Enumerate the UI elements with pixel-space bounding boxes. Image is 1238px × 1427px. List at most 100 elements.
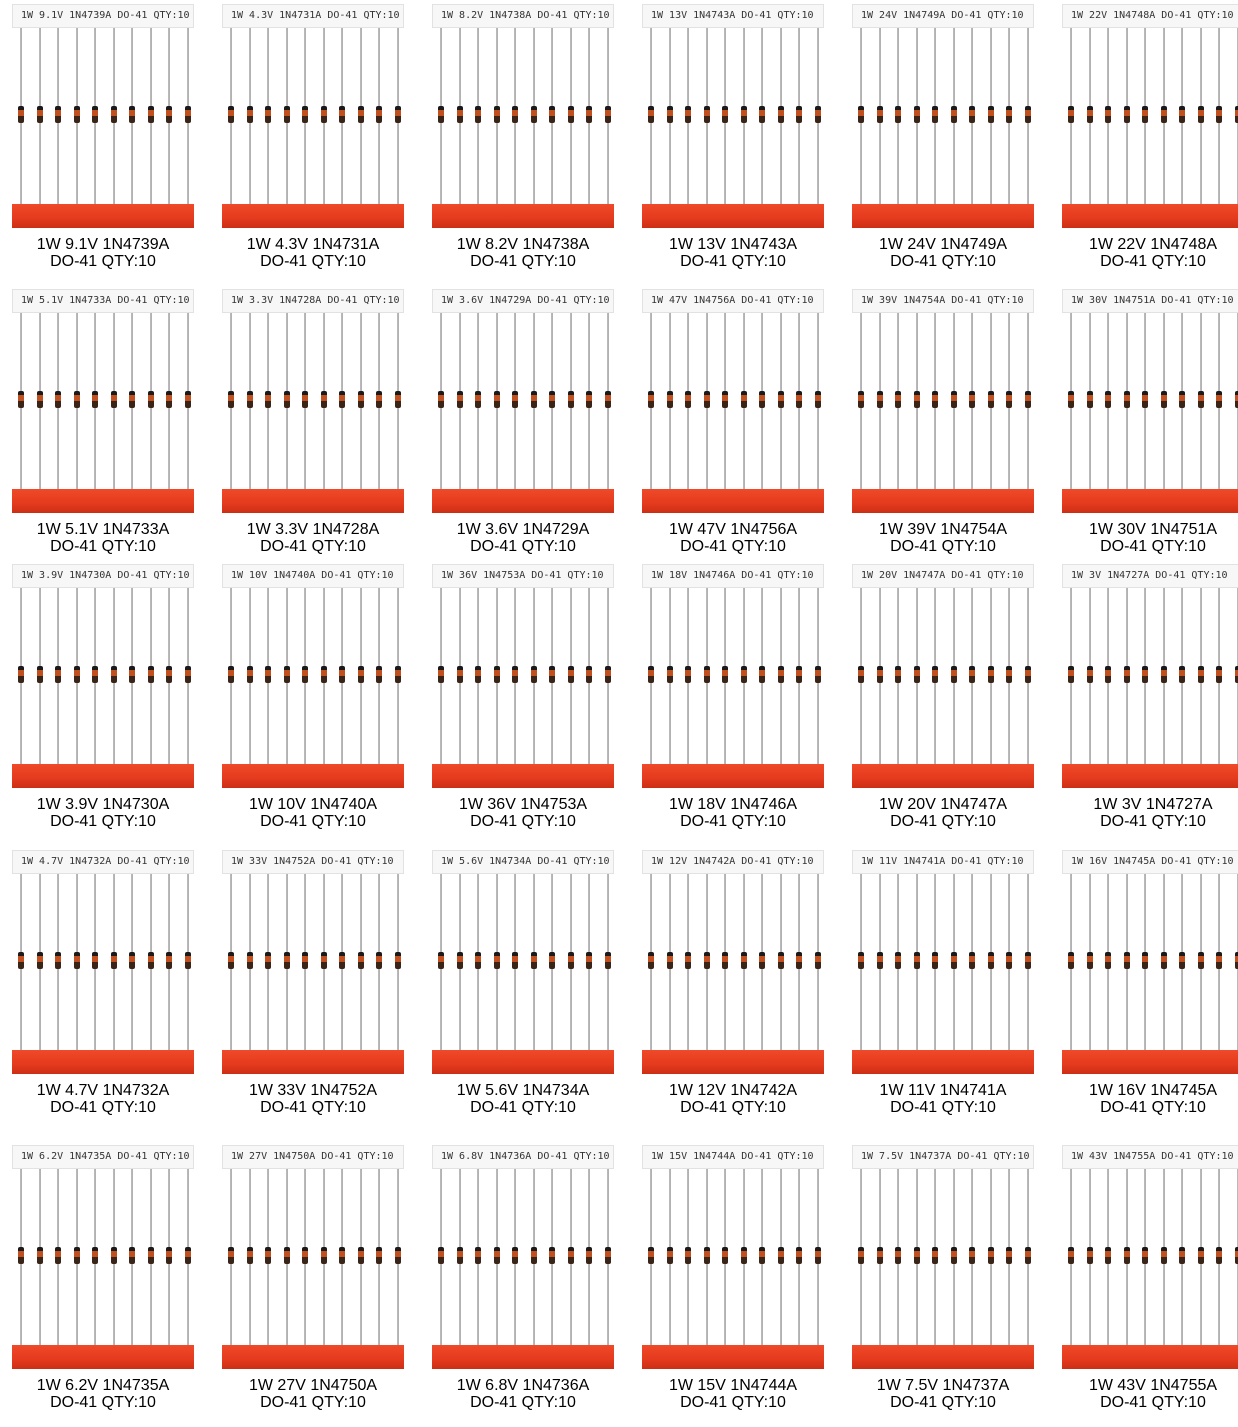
diode-body	[148, 666, 154, 683]
caption-subtitle: DO-41 QTY:10	[428, 1099, 618, 1116]
red-tape	[12, 764, 194, 788]
red-tape	[222, 1050, 404, 1074]
diode-body	[494, 1247, 500, 1264]
diode-leads	[432, 313, 614, 493]
diode-body	[376, 1247, 382, 1264]
caption-subtitle: DO-41 QTY:10	[428, 1394, 618, 1411]
strip-label-band: 1W 4.7V 1N4732A DO-41 QTY:10	[12, 850, 194, 874]
diode-body	[796, 391, 802, 408]
diode-body	[988, 106, 994, 123]
diode-body	[667, 666, 673, 683]
diode-body	[1025, 952, 1031, 969]
diode-body	[358, 106, 364, 123]
diode-body	[531, 106, 537, 123]
diode-body	[895, 666, 901, 683]
diode-leads	[432, 1169, 614, 1349]
diode-body	[1087, 106, 1093, 123]
diode-strip-photo: 1W 10V 1N4740A DO-41 QTY:10	[222, 564, 404, 788]
caption-title: 1W 5.1V 1N4733A	[8, 521, 198, 538]
red-tape	[642, 1345, 824, 1369]
strip-label-text: 1W 6.8V 1N4736A DO-41 QTY:10	[441, 1151, 610, 1162]
diode-body	[877, 952, 883, 969]
diode-body	[55, 106, 61, 123]
diode-strip-photo: 1W 22V 1N4748A DO-41 QTY:10	[1062, 4, 1238, 228]
diode-body	[247, 666, 253, 683]
diode-body	[549, 1247, 555, 1264]
diode-body	[185, 1247, 191, 1264]
diode-body	[1142, 952, 1148, 969]
strip-label-text: 1W 30V 1N4751A DO-41 QTY:10	[1071, 295, 1234, 306]
diode-body	[475, 106, 481, 123]
diode-leads	[432, 28, 614, 208]
strip-label-text: 1W 27V 1N4750A DO-41 QTY:10	[231, 1151, 394, 1162]
diode-strip-photo: 1W 24V 1N4749A DO-41 QTY:10	[852, 4, 1034, 228]
strip-label-band: 1W 6.2V 1N4735A DO-41 QTY:10	[12, 1145, 194, 1169]
diode-body	[339, 106, 345, 123]
diode-body	[858, 952, 864, 969]
diode-body	[247, 391, 253, 408]
diode-body	[1025, 1247, 1031, 1264]
diode-strip-photo: 1W 3.3V 1N4728A DO-41 QTY:10	[222, 289, 404, 513]
caption-title: 1W 9.1V 1N4739A	[8, 236, 198, 253]
diode-body	[228, 666, 234, 683]
strip-label-text: 1W 15V 1N4744A DO-41 QTY:10	[651, 1151, 814, 1162]
diode-body	[1235, 391, 1238, 408]
diode-body	[321, 106, 327, 123]
diode-body	[895, 391, 901, 408]
diode-leads	[852, 1169, 1034, 1349]
caption-subtitle: DO-41 QTY:10	[218, 1394, 408, 1411]
diode-body	[549, 106, 555, 123]
strip-label-text: 1W 4.7V 1N4732A DO-41 QTY:10	[21, 856, 190, 867]
diode-body	[531, 1247, 537, 1264]
diode-pack-tile: 1W 24V 1N4749A DO-41 QTY:10 1W 24V 1N4749…	[848, 4, 1054, 286]
strip-label-band: 1W 9.1V 1N4739A DO-41 QTY:10	[12, 4, 194, 28]
caption-subtitle: DO-41 QTY:10	[848, 253, 1038, 270]
diode-strip-photo: 1W 20V 1N4747A DO-41 QTY:10	[852, 564, 1034, 788]
diode-leads	[12, 874, 194, 1054]
diode-body	[339, 666, 345, 683]
diode-leads	[432, 588, 614, 768]
diode-body	[1006, 952, 1012, 969]
diode-body	[166, 952, 172, 969]
diode-body	[815, 1247, 821, 1264]
diode-body	[704, 391, 710, 408]
diode-body	[457, 391, 463, 408]
diode-body	[685, 391, 691, 408]
diode-body	[111, 1247, 117, 1264]
diode-body	[1068, 666, 1074, 683]
strip-label-text: 1W 7.5V 1N4737A DO-41 QTY:10	[861, 1151, 1030, 1162]
diode-body	[741, 666, 747, 683]
diode-body	[129, 1247, 135, 1264]
red-tape	[852, 1050, 1034, 1074]
red-tape	[642, 204, 824, 228]
red-tape	[642, 1050, 824, 1074]
diode-body	[778, 391, 784, 408]
red-tape	[642, 764, 824, 788]
diode-body	[932, 952, 938, 969]
diode-body	[74, 391, 80, 408]
diode-body	[1105, 391, 1111, 408]
diode-pack-tile: 1W 9.1V 1N4739A DO-41 QTY:10 1W 9.1V 1N47…	[8, 4, 214, 286]
diode-body	[129, 106, 135, 123]
diode-body	[18, 106, 24, 123]
diode-body	[265, 952, 271, 969]
diode-body	[1068, 106, 1074, 123]
strip-label-text: 1W 12V 1N4742A DO-41 QTY:10	[651, 856, 814, 867]
diode-body	[667, 952, 673, 969]
diode-body	[1006, 106, 1012, 123]
diode-body	[185, 952, 191, 969]
caption-title: 1W 4.3V 1N4731A	[218, 236, 408, 253]
diode-leads	[642, 874, 824, 1054]
diode-body	[1198, 666, 1204, 683]
diode-leads	[12, 1169, 194, 1349]
